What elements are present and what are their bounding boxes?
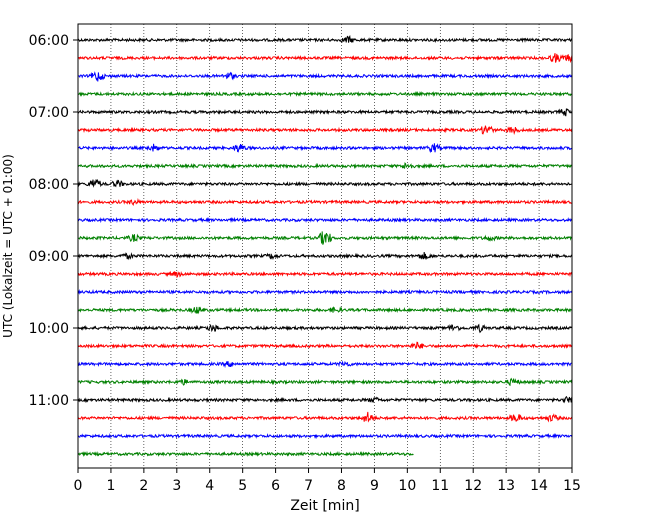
y-tick-label: 09:00 (29, 249, 69, 265)
x-tick-label: 11 (431, 478, 449, 494)
trace-0845 (77, 231, 572, 245)
trace-1145 (77, 450, 414, 457)
y-axis-label: UTC (Lokalzeit = UTC + 01:00) (1, 154, 15, 338)
x-tick-label: 13 (497, 478, 515, 494)
grid-lines (110, 24, 540, 468)
y-tick-label: 06:00 (29, 33, 69, 49)
trace-1045 (77, 377, 573, 387)
trace-0930 (77, 288, 573, 296)
trace-0615 (77, 53, 573, 64)
trace-0645 (77, 90, 573, 98)
y-tick-label: 07:00 (29, 105, 69, 121)
trace-1015 (77, 341, 573, 350)
trace-0715 (77, 125, 573, 136)
trace-1030 (77, 360, 572, 369)
plot-background (78, 24, 572, 468)
trace-0630 (77, 71, 573, 82)
trace-0815 (77, 197, 572, 206)
x-tick-label: 7 (304, 478, 313, 494)
x-tick-label: 10 (398, 478, 416, 494)
x-tick-label: 3 (172, 478, 181, 494)
trace-1100 (77, 395, 573, 404)
trace-0915 (77, 270, 573, 279)
x-tick-label: 8 (337, 478, 346, 494)
x-tick-label: 15 (563, 478, 581, 494)
x-tick-label: 12 (464, 478, 482, 494)
seismic-traces (77, 34, 573, 457)
x-tick-label: 1 (106, 478, 115, 494)
x-axis-ticks: 0 1 2 3 4 5 6 7 8 9 10 11 12 13 14 15 (74, 468, 581, 494)
plot-frame (77, 23, 573, 469)
x-tick-label: 9 (370, 478, 379, 494)
x-tick-label: 14 (530, 478, 548, 494)
trace-1130 (77, 432, 573, 440)
trace-0700 (77, 108, 573, 117)
y-tick-label: 11:00 (29, 393, 69, 409)
trace-1115 (77, 411, 573, 423)
trace-0730 (77, 143, 572, 154)
trace-0900 (77, 252, 573, 261)
y-tick-label: 08:00 (29, 177, 69, 193)
x-tick-label: 0 (74, 478, 83, 494)
trace-0600 (77, 34, 573, 44)
trace-0745 (77, 162, 573, 170)
y-axis-ticks: 06:00 07:00 08:00 09:00 10:00 11:00 (29, 33, 78, 409)
x-tick-label: 2 (139, 478, 148, 494)
trace-0800 (77, 178, 572, 188)
trace-0830 (77, 216, 573, 224)
x-axis-label: Zeit [min] (290, 498, 359, 514)
trace-1000 (77, 323, 573, 334)
x-tick-label: 4 (205, 478, 214, 494)
y-tick-label: 10:00 (29, 321, 69, 337)
trace-0945 (77, 306, 573, 315)
x-tick-label: 6 (271, 478, 280, 494)
x-tick-label: 5 (238, 478, 247, 494)
